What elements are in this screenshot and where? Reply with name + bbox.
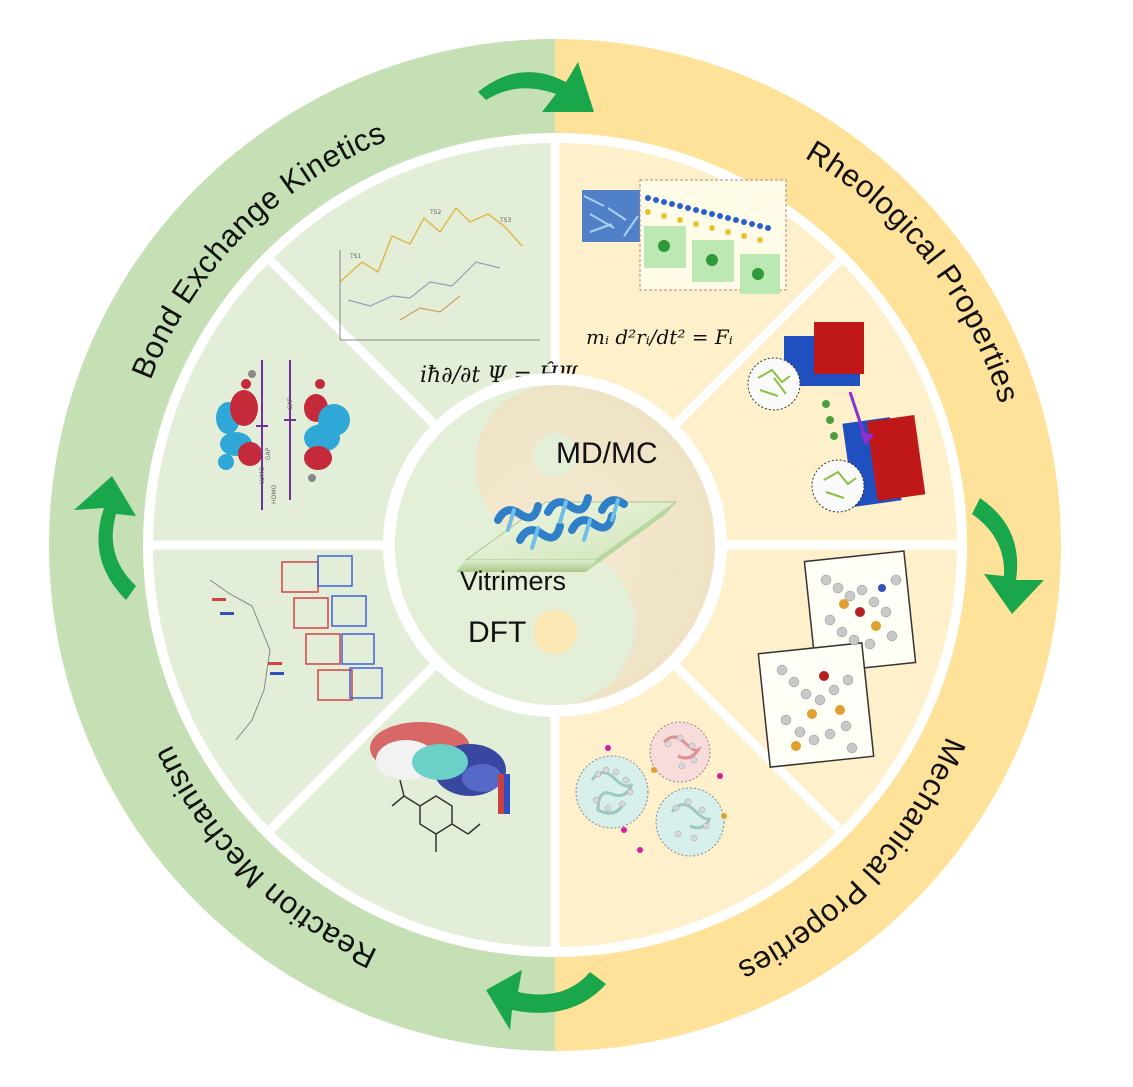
panel-electrostatic-surface [370,722,510,852]
svg-text:TS1: TS1 [349,253,361,260]
center-label-dft: DFT [468,616,526,649]
svg-text:TS3: TS3 [499,217,511,224]
curved-arrow-icon [74,476,136,600]
panel-polymer-coils [575,721,727,857]
curved-arrow-icon [478,62,594,112]
svg-text:GAP: GAP [287,397,294,410]
panel-stress-relaxation [747,322,926,513]
svg-text:HOMO: HOMO [271,485,278,504]
svg-text:TS2: TS2 [429,209,441,216]
panel-md-simulation-cells: mᵢ d²rᵢ/dt² = Fᵢ [582,179,787,349]
svg-text:GAP: GAP [265,447,272,460]
newton-equation: mᵢ d²rᵢ/dt² = Fᵢ [586,325,733,349]
curved-arrow-icon [972,498,1044,614]
molecule-orbital-left [216,370,262,470]
panel-particle-network [757,550,917,768]
center-label-md-mc: MD/MC [556,437,658,470]
curved-arrow-icon [486,970,606,1030]
svg-text:LUMO: LUMO [259,466,266,484]
center-label-vitrimers: Vitrimers [460,566,566,596]
orbital-gap-bars: LUMO GAP HOMO GAP [256,360,296,510]
molecule-orbital-right [304,379,350,482]
panel-homo-lumo: LUMO GAP HOMO GAP [216,360,350,510]
energy-profile-line [339,206,523,283]
panel-reaction-pathway [209,555,383,741]
vitrimer-slab [456,494,678,572]
